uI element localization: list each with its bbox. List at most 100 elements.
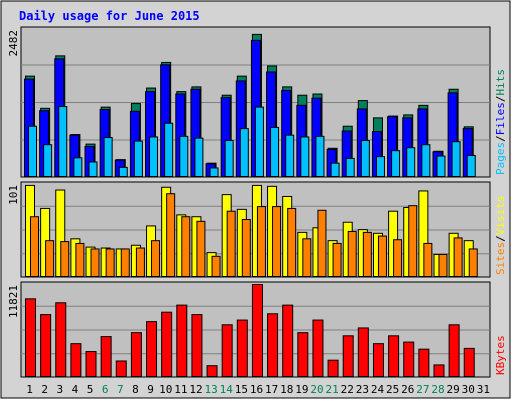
x-tick-label: 6	[102, 383, 109, 396]
x-tick-label: 24	[371, 383, 385, 396]
sites-bar	[272, 206, 282, 278]
sites-bar	[181, 216, 191, 277]
kbytes-bar	[206, 365, 218, 378]
sites-bar	[317, 209, 327, 277]
y-max-label-visits-sites: 101	[7, 185, 20, 205]
legend-separator: /	[494, 135, 507, 142]
x-tick-label: 21	[326, 383, 339, 396]
pages-bar	[270, 126, 280, 177]
x-tick-label: 19	[295, 383, 308, 396]
kbytes-bar	[433, 364, 445, 377]
pages-bar	[391, 150, 401, 177]
pages-bar	[254, 106, 264, 177]
pages-bar	[133, 140, 143, 178]
pages-bar	[375, 156, 385, 177]
pages-bar	[28, 125, 37, 177]
kbytes-bar	[282, 304, 294, 377]
x-tick-label: 29	[447, 383, 460, 396]
legend-kbytes: KBytes	[494, 335, 507, 375]
kbytes-bar	[176, 304, 188, 377]
x-tick-label: 5	[87, 383, 94, 396]
sites-bar	[241, 218, 251, 277]
pages-bar	[421, 144, 431, 178]
pages-bar	[103, 137, 113, 178]
pages-bar	[436, 155, 446, 178]
sites-bar	[393, 239, 403, 278]
pages-bar	[300, 136, 310, 178]
kbytes-bar	[85, 351, 97, 377]
sites-bar	[30, 216, 39, 277]
pages-bar	[179, 135, 189, 177]
kbytes-bar	[191, 314, 203, 377]
kbytes-bar	[251, 284, 263, 377]
x-tick-label: 12	[189, 383, 202, 396]
kbytes-bar	[161, 311, 173, 377]
x-tick-label: 18	[280, 383, 293, 396]
y-max-label-hits-files-pages: 2482	[7, 30, 20, 57]
sites-bar	[377, 235, 387, 278]
kbytes-bar	[130, 332, 142, 377]
kbytes-bar	[327, 359, 339, 378]
kbytes-bar	[100, 336, 112, 377]
legend-separator: /	[494, 235, 507, 242]
kbytes-bar	[418, 348, 430, 377]
kbytes-bar	[403, 341, 415, 377]
kbytes-bar	[40, 314, 52, 377]
kbytes-bar	[357, 327, 369, 378]
kbytes-bar	[221, 324, 233, 378]
pages-bar	[330, 162, 340, 178]
sites-bar	[151, 240, 161, 278]
x-tick-label: 28	[431, 383, 444, 396]
kbytes-bar	[25, 298, 36, 377]
pages-bar	[315, 135, 325, 177]
sites-bar	[347, 230, 357, 278]
pages-bar	[194, 137, 204, 177]
chart-title: Daily usage for June 2015	[19, 9, 200, 23]
kbytes-bar	[70, 343, 82, 378]
kbytes-bar	[312, 319, 324, 377]
sites-bar	[423, 242, 433, 277]
x-tick-label: 7	[117, 383, 124, 396]
pages-bar	[239, 128, 249, 177]
pages-bar	[164, 122, 174, 178]
kbytes-bar	[297, 332, 309, 377]
sites-bar	[196, 220, 206, 277]
x-tick-label: 13	[204, 383, 217, 396]
pages-bar	[360, 140, 370, 177]
sites-bar	[453, 237, 463, 278]
x-tick-label: 14	[220, 383, 234, 396]
x-tick-label: 10	[159, 383, 172, 396]
legend-entry: Visits	[494, 196, 507, 236]
x-tick-label: 31	[477, 383, 490, 396]
x-tick-label: 2	[41, 383, 48, 396]
x-tick-label: 27	[416, 383, 429, 396]
pages-bar	[73, 157, 83, 178]
legend-entry: KBytes	[494, 335, 507, 375]
legend-entry: Sites	[494, 242, 507, 275]
x-tick-label: 20	[310, 383, 323, 396]
pages-bar	[224, 140, 234, 177]
x-tick-label: 8	[132, 383, 139, 396]
kbytes-bar	[267, 313, 279, 377]
kbytes-bar	[236, 319, 248, 377]
pages-bar	[43, 144, 53, 178]
kbytes-bar	[372, 343, 384, 378]
sites-bar	[135, 247, 145, 277]
pages-bar	[118, 166, 128, 177]
y-max-label-kbytes: 11821	[7, 285, 20, 318]
x-tick-label: 26	[401, 383, 414, 396]
legend-hits-files-pages: Pages/Files/Hits	[494, 69, 507, 175]
pages-bar	[209, 167, 219, 177]
sites-bar	[120, 248, 130, 277]
sites-bar	[211, 255, 221, 277]
legend-visits-sites: Sites/Visits	[494, 196, 507, 276]
pages-bar	[406, 147, 416, 177]
kbytes-bar	[463, 347, 475, 377]
sites-bar	[256, 206, 266, 278]
pages-bar	[88, 161, 98, 177]
x-tick-label: 11	[174, 383, 187, 396]
x-tick-label: 17	[265, 383, 278, 396]
kbytes-bar	[55, 302, 67, 377]
